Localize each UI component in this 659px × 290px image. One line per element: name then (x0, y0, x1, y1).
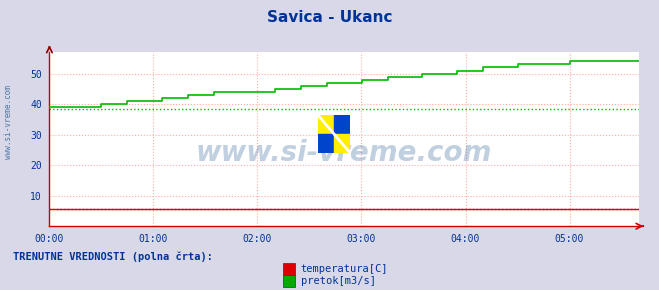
Text: temperatura[C]: temperatura[C] (301, 264, 388, 274)
Polygon shape (334, 134, 350, 153)
Text: pretok[m3/s]: pretok[m3/s] (301, 276, 376, 286)
Text: Savica - Ukanc: Savica - Ukanc (267, 10, 392, 25)
Bar (318, 115, 334, 134)
Bar (334, 115, 350, 134)
Text: www.si-vreme.com: www.si-vreme.com (4, 85, 13, 159)
Bar (318, 134, 334, 153)
Text: www.si-vreme.com: www.si-vreme.com (196, 139, 492, 167)
Text: TRENUTNE VREDNOSTI (polna črta):: TRENUTNE VREDNOSTI (polna črta): (13, 251, 213, 262)
